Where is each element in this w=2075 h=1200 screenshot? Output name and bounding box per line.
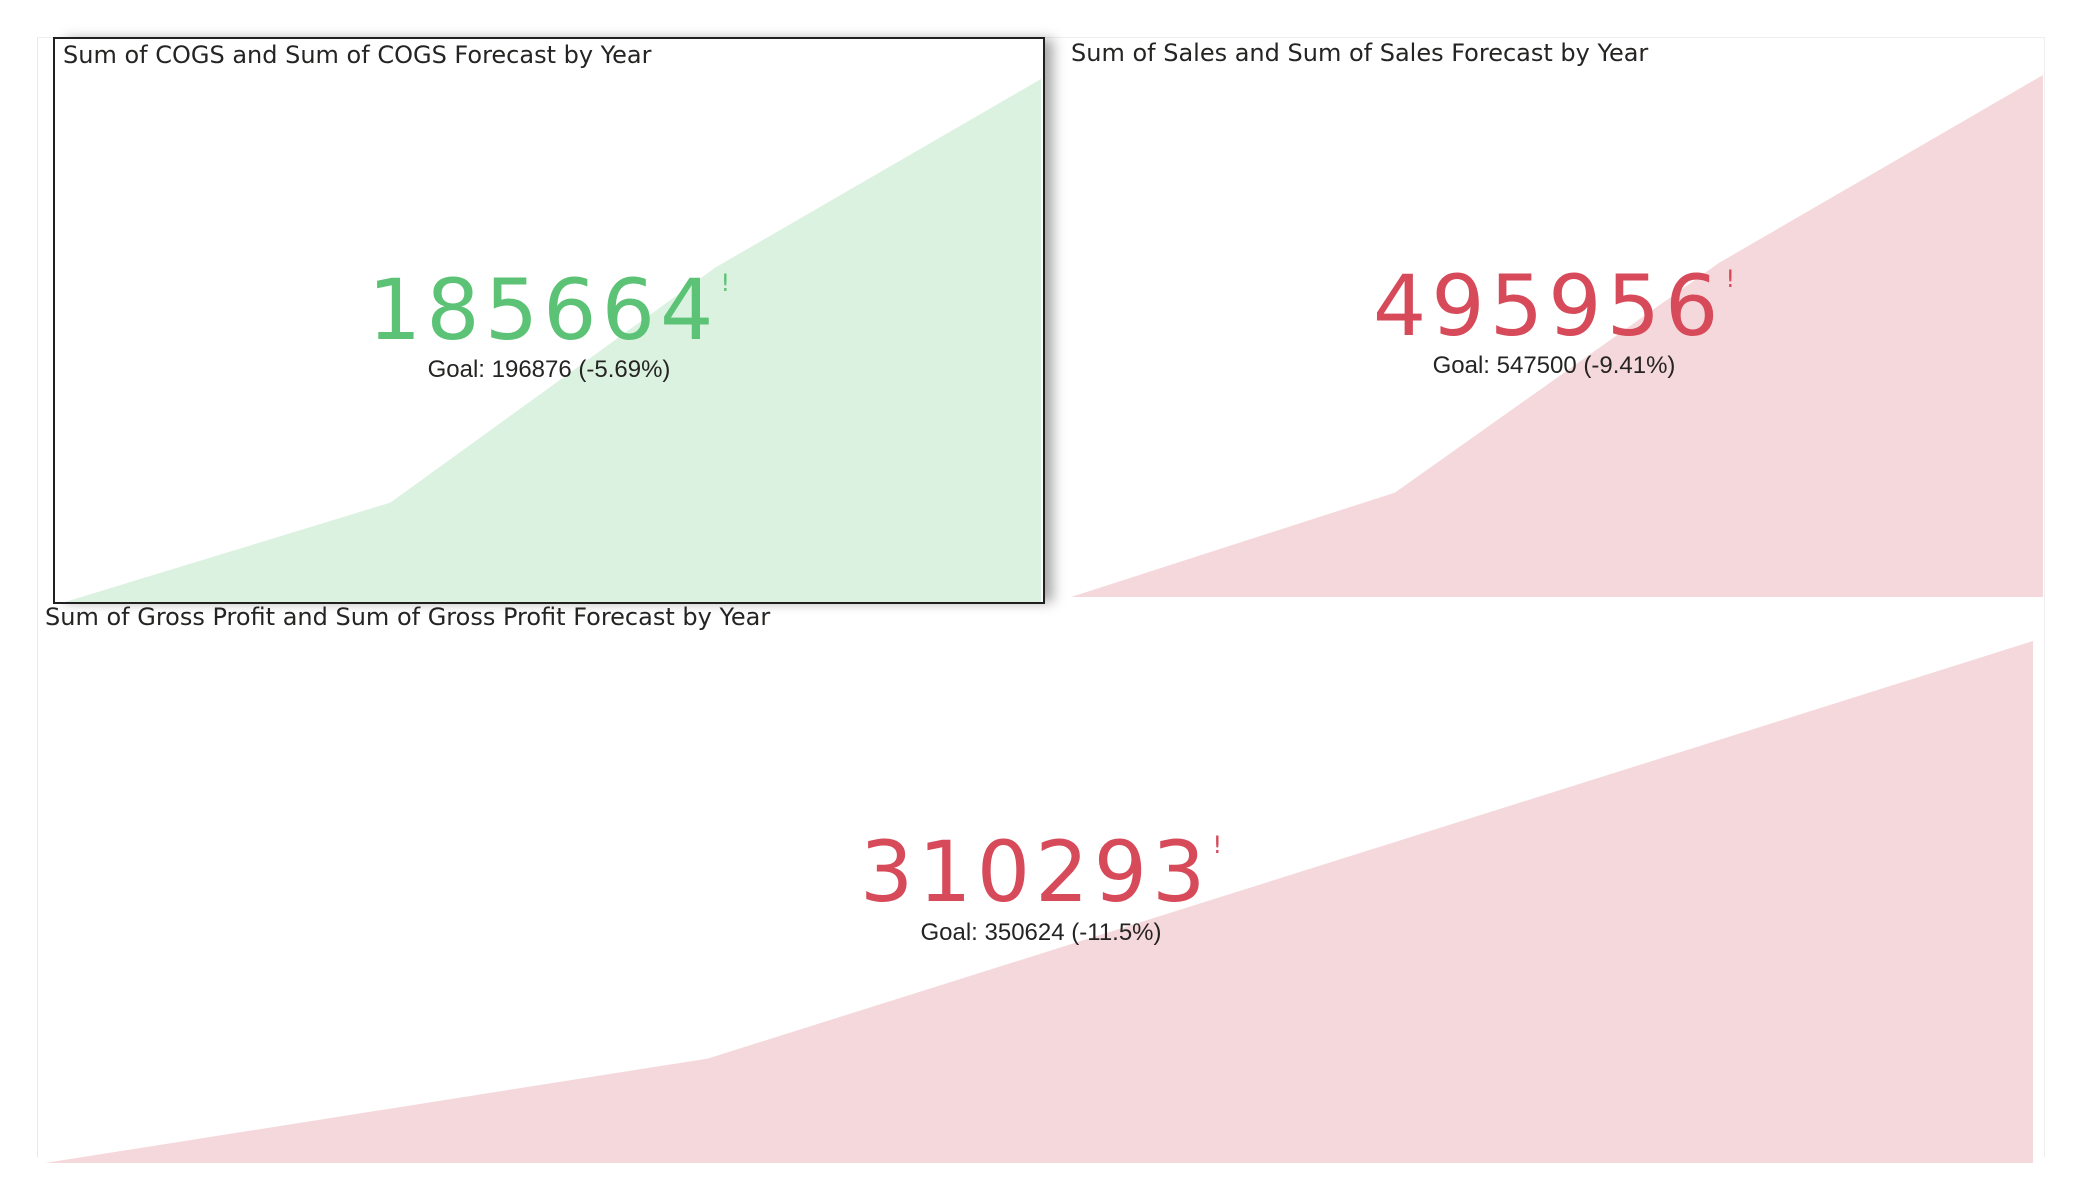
kpi-goal: Goal: 196876 (-5.69%) <box>427 356 671 383</box>
kpi-title: Sum of COGS and Sum of COGS Forecast by … <box>63 41 652 69</box>
kpi-title: Sum of Gross Profit and Sum of Gross Pro… <box>45 603 771 631</box>
kpi-card-cogs[interactable]: Sum of COGS and Sum of COGS Forecast by … <box>53 37 1045 604</box>
kpi-goal: Goal: 350624 (-11.5%) <box>920 919 1162 946</box>
kpi-value-row: 495956! <box>1063 257 2045 355</box>
kpi-card-sales[interactable]: Sum of Sales and Sum of Sales Forecast b… <box>1063 37 2045 604</box>
trend-area <box>1071 75 2043 597</box>
kpi-value-row: 185664! <box>55 261 1043 359</box>
trend-area <box>65 79 1041 602</box>
kpi-title: Sum of Sales and Sum of Sales Forecast b… <box>1071 39 1649 67</box>
kpi-value: 310293 <box>859 823 1211 921</box>
kpi-card-gross-profit[interactable]: Sum of Gross Profit and Sum of Gross Pro… <box>37 603 2045 1165</box>
status-indicator-icon: ! <box>1725 265 1736 293</box>
trend-area-chart <box>65 79 1041 602</box>
kpi-goal: Goal: 547500 (-9.41%) <box>1432 352 1676 379</box>
kpi-value: 495956 <box>1372 257 1724 355</box>
status-indicator-icon: ! <box>1212 831 1223 859</box>
trend-area-chart <box>1071 75 2043 597</box>
kpi-value: 185664 <box>367 261 719 359</box>
trend-area-chart <box>45 641 2033 1163</box>
trend-area <box>45 641 2033 1163</box>
kpi-value-row: 310293! <box>37 823 2045 921</box>
status-indicator-icon: ! <box>720 269 731 297</box>
